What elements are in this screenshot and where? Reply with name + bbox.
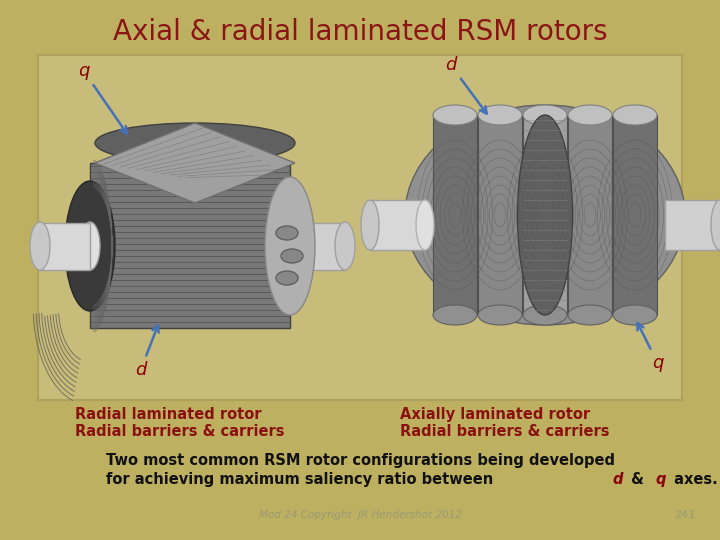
Bar [523, 115, 567, 315]
Ellipse shape [711, 200, 720, 250]
Bar [568, 115, 612, 315]
Ellipse shape [30, 222, 50, 270]
Text: &: & [626, 472, 649, 487]
Text: d: d [135, 325, 158, 379]
Polygon shape [95, 123, 295, 203]
Ellipse shape [613, 305, 657, 325]
Ellipse shape [281, 249, 303, 263]
Text: Radial barriers & carriers: Radial barriers & carriers [400, 424, 610, 439]
Bar [478, 115, 522, 315]
Text: q: q [637, 323, 663, 372]
Ellipse shape [518, 115, 572, 315]
Text: Radial laminated rotor: Radial laminated rotor [75, 407, 261, 422]
Ellipse shape [478, 105, 522, 125]
Text: Mod 24 Copyright  JR Hendershot 2012: Mod 24 Copyright JR Hendershot 2012 [258, 510, 462, 520]
Ellipse shape [276, 226, 298, 240]
Ellipse shape [265, 177, 315, 315]
Ellipse shape [433, 305, 477, 325]
Bar [433, 115, 477, 315]
Ellipse shape [335, 222, 355, 270]
Polygon shape [290, 223, 345, 270]
Ellipse shape [65, 181, 115, 311]
Ellipse shape [568, 105, 612, 125]
Text: d: d [445, 56, 487, 113]
Polygon shape [90, 163, 290, 328]
Text: 241: 241 [674, 510, 695, 520]
Text: d: d [612, 472, 623, 487]
Ellipse shape [568, 305, 612, 325]
Ellipse shape [478, 305, 522, 325]
Text: axes.: axes. [669, 472, 718, 487]
Ellipse shape [433, 105, 477, 125]
Polygon shape [40, 223, 90, 270]
Text: Axially laminated rotor: Axially laminated rotor [400, 407, 590, 422]
Ellipse shape [523, 305, 567, 325]
Ellipse shape [523, 105, 567, 125]
Ellipse shape [361, 200, 379, 250]
Bar [613, 115, 657, 315]
Polygon shape [370, 200, 425, 250]
Ellipse shape [613, 105, 657, 125]
Bar [38, 55, 682, 400]
Text: q: q [655, 472, 666, 487]
Polygon shape [665, 200, 720, 250]
Text: Axial & radial laminated RSM rotors: Axial & radial laminated RSM rotors [113, 18, 607, 46]
Ellipse shape [276, 271, 298, 285]
Text: q: q [78, 62, 127, 133]
Text: Two most common RSM rotor configurations being developed: Two most common RSM rotor configurations… [106, 453, 614, 468]
Text: Radial barriers & carriers: Radial barriers & carriers [75, 424, 284, 439]
Ellipse shape [405, 105, 685, 325]
Ellipse shape [80, 222, 100, 270]
Ellipse shape [416, 200, 434, 250]
Ellipse shape [95, 123, 295, 163]
Text: for achieving maximum saliency ratio between: for achieving maximum saliency ratio bet… [106, 472, 498, 487]
